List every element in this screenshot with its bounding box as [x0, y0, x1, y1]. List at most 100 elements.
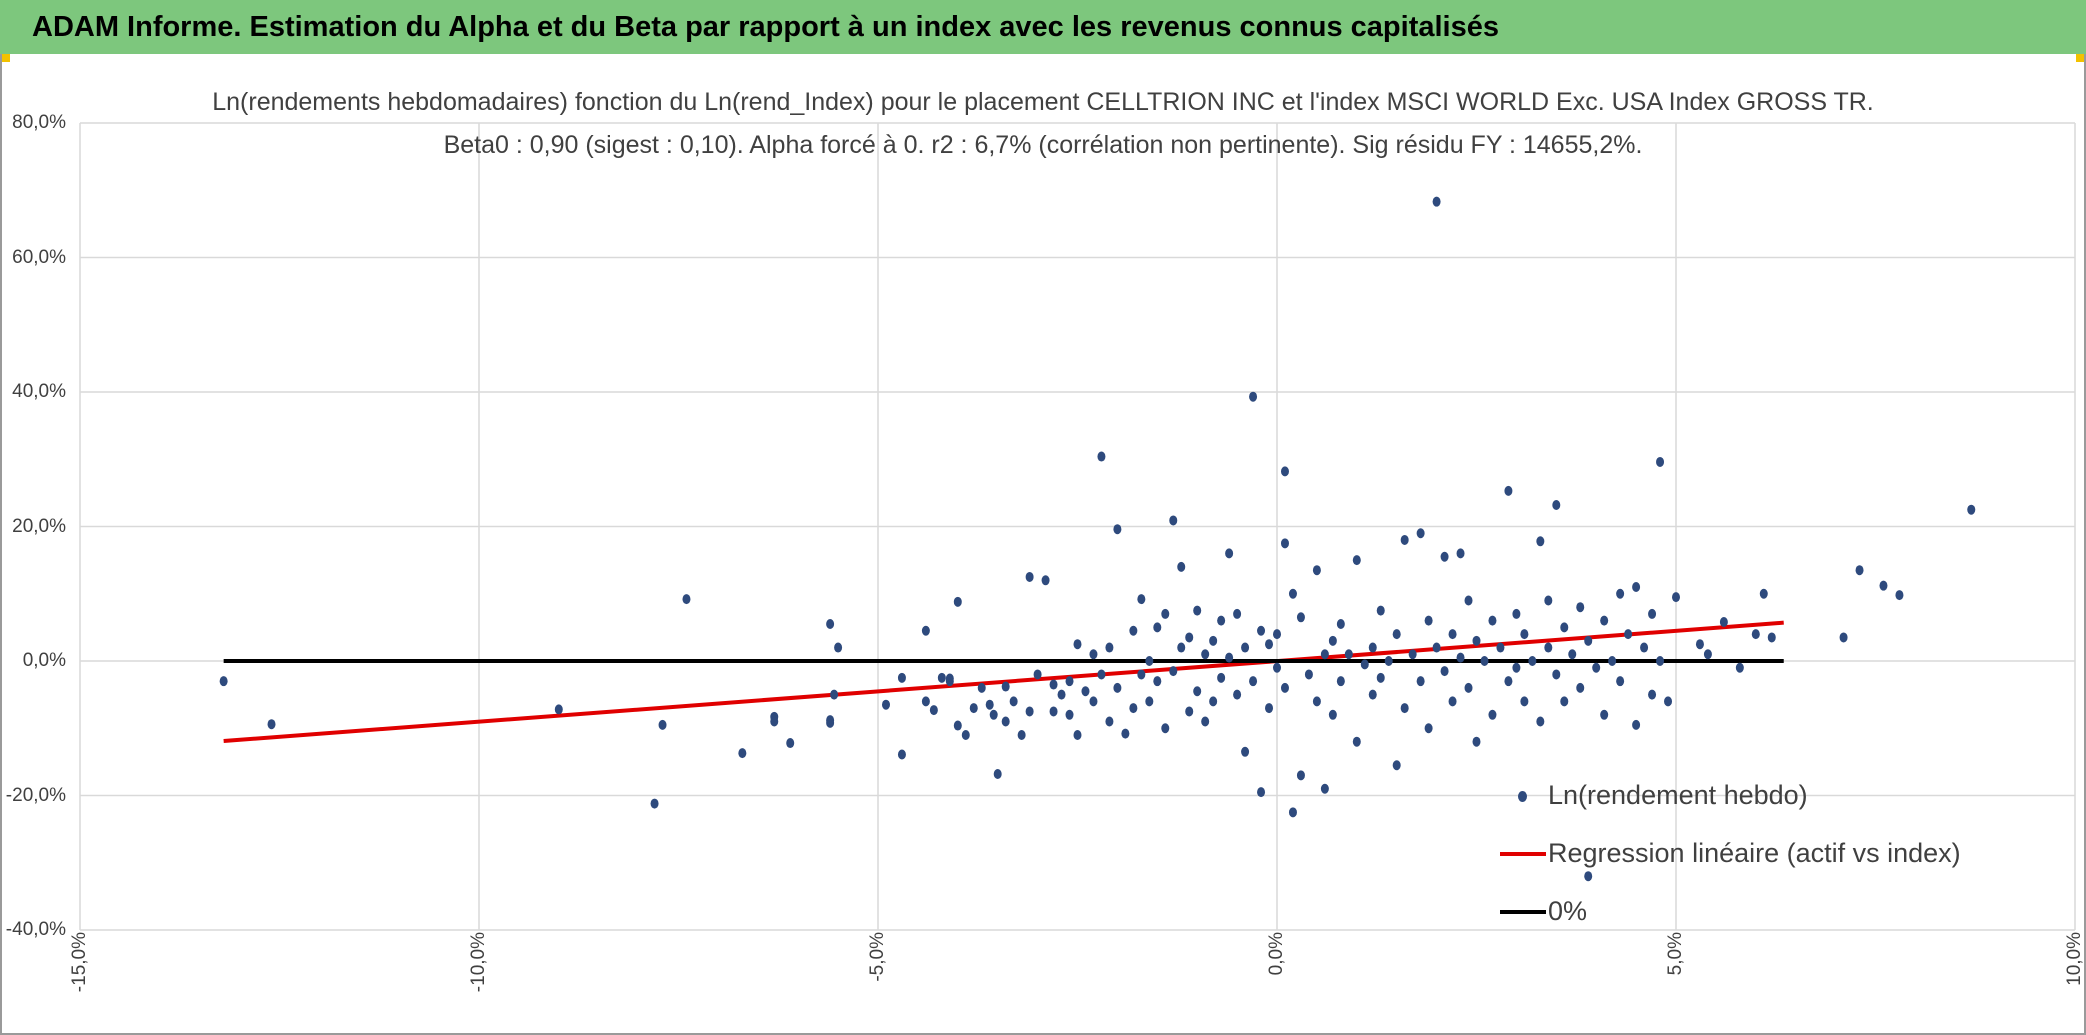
data-point — [897, 749, 906, 760]
data-point — [1001, 716, 1010, 727]
data-point — [267, 719, 276, 730]
data-point — [1025, 706, 1034, 717]
data-point — [1201, 716, 1210, 727]
data-point — [1703, 649, 1712, 660]
data-point — [1169, 666, 1178, 677]
data-point — [1648, 689, 1657, 700]
data-point — [1089, 696, 1098, 707]
data-point — [993, 768, 1002, 779]
data-point — [1464, 595, 1473, 606]
data-point — [1376, 605, 1385, 616]
data-point — [1400, 534, 1409, 545]
data-point — [1257, 625, 1266, 636]
data-point — [1544, 642, 1553, 653]
legend-marker-dot — [1500, 786, 1546, 806]
chart-title: Ln(rendements hebdomadaires) fonction du… — [212, 88, 1874, 116]
data-point — [1185, 706, 1194, 717]
data-point — [1392, 760, 1401, 771]
data-point — [1265, 639, 1274, 650]
data-point — [1097, 669, 1106, 680]
data-point — [1656, 656, 1665, 666]
data-point — [1161, 723, 1170, 734]
legend-item: Ln(rendement hebdo) — [1500, 780, 1808, 811]
data-point — [1440, 666, 1449, 677]
data-point — [961, 729, 970, 740]
data-point — [1544, 595, 1553, 606]
legend-marker-line — [1500, 902, 1546, 922]
data-point — [830, 689, 839, 700]
data-point — [1632, 582, 1641, 593]
data-point — [1839, 632, 1848, 643]
data-point — [1296, 770, 1305, 781]
data-point — [881, 699, 890, 710]
data-point — [1057, 689, 1066, 700]
y-tick-label: -40,0% — [5, 919, 66, 940]
data-point — [1241, 642, 1250, 653]
data-point — [1009, 696, 1018, 707]
data-point — [1480, 656, 1489, 666]
data-point — [1265, 703, 1274, 714]
data-point — [1137, 594, 1146, 605]
data-point — [219, 676, 228, 687]
data-point — [1336, 676, 1345, 687]
data-point — [1584, 635, 1593, 646]
data-point — [1225, 652, 1234, 663]
data-point — [1400, 703, 1409, 714]
data-point — [1640, 642, 1649, 653]
data-point — [1049, 679, 1058, 690]
data-point — [929, 705, 938, 716]
data-point — [1169, 515, 1178, 526]
data-point — [1193, 605, 1202, 616]
data-point — [1217, 672, 1226, 683]
data-point — [1656, 456, 1665, 467]
data-point — [1376, 672, 1385, 683]
data-point — [1209, 696, 1218, 707]
data-point — [1456, 652, 1465, 663]
data-point — [1273, 629, 1281, 640]
data-point — [1153, 676, 1162, 687]
data-point — [1312, 696, 1321, 707]
data-point — [658, 719, 667, 730]
data-point — [1448, 696, 1457, 707]
data-point — [1360, 659, 1369, 670]
data-point — [1879, 580, 1888, 591]
data-point — [1352, 555, 1361, 566]
data-point — [1560, 622, 1569, 633]
data-point — [1392, 629, 1401, 640]
data-point — [1512, 608, 1521, 619]
data-point — [1033, 669, 1042, 680]
data-point — [1648, 608, 1657, 619]
data-point — [1552, 669, 1561, 680]
data-point — [985, 699, 994, 710]
data-point — [1249, 391, 1258, 402]
data-point — [1528, 656, 1537, 666]
data-point — [1280, 538, 1289, 549]
data-point — [1759, 588, 1768, 599]
data-point — [1296, 612, 1305, 623]
data-point — [1424, 723, 1433, 734]
data-point — [897, 672, 906, 683]
data-point — [1312, 565, 1321, 576]
data-point — [1177, 642, 1186, 653]
data-point — [1520, 629, 1529, 640]
legend-item: Regression linéaire (actif vs index) — [1500, 838, 1961, 869]
data-point — [682, 594, 691, 605]
data-point — [1097, 451, 1106, 462]
data-point — [1065, 709, 1074, 720]
data-point — [1456, 548, 1465, 559]
data-point — [1105, 642, 1114, 653]
data-point — [1113, 682, 1122, 693]
data-point — [1719, 616, 1728, 627]
data-point — [1344, 649, 1353, 660]
data-point — [1121, 728, 1130, 739]
data-point — [1233, 689, 1242, 700]
data-point — [1001, 681, 1010, 692]
data-point — [1496, 642, 1505, 653]
x-tick-label: 10,0% — [2064, 932, 2085, 986]
data-point — [650, 798, 659, 809]
data-point — [1145, 656, 1154, 666]
data-point — [1113, 524, 1122, 535]
data-point — [1129, 625, 1138, 636]
data-point — [1249, 676, 1258, 687]
data-point — [1328, 635, 1337, 646]
